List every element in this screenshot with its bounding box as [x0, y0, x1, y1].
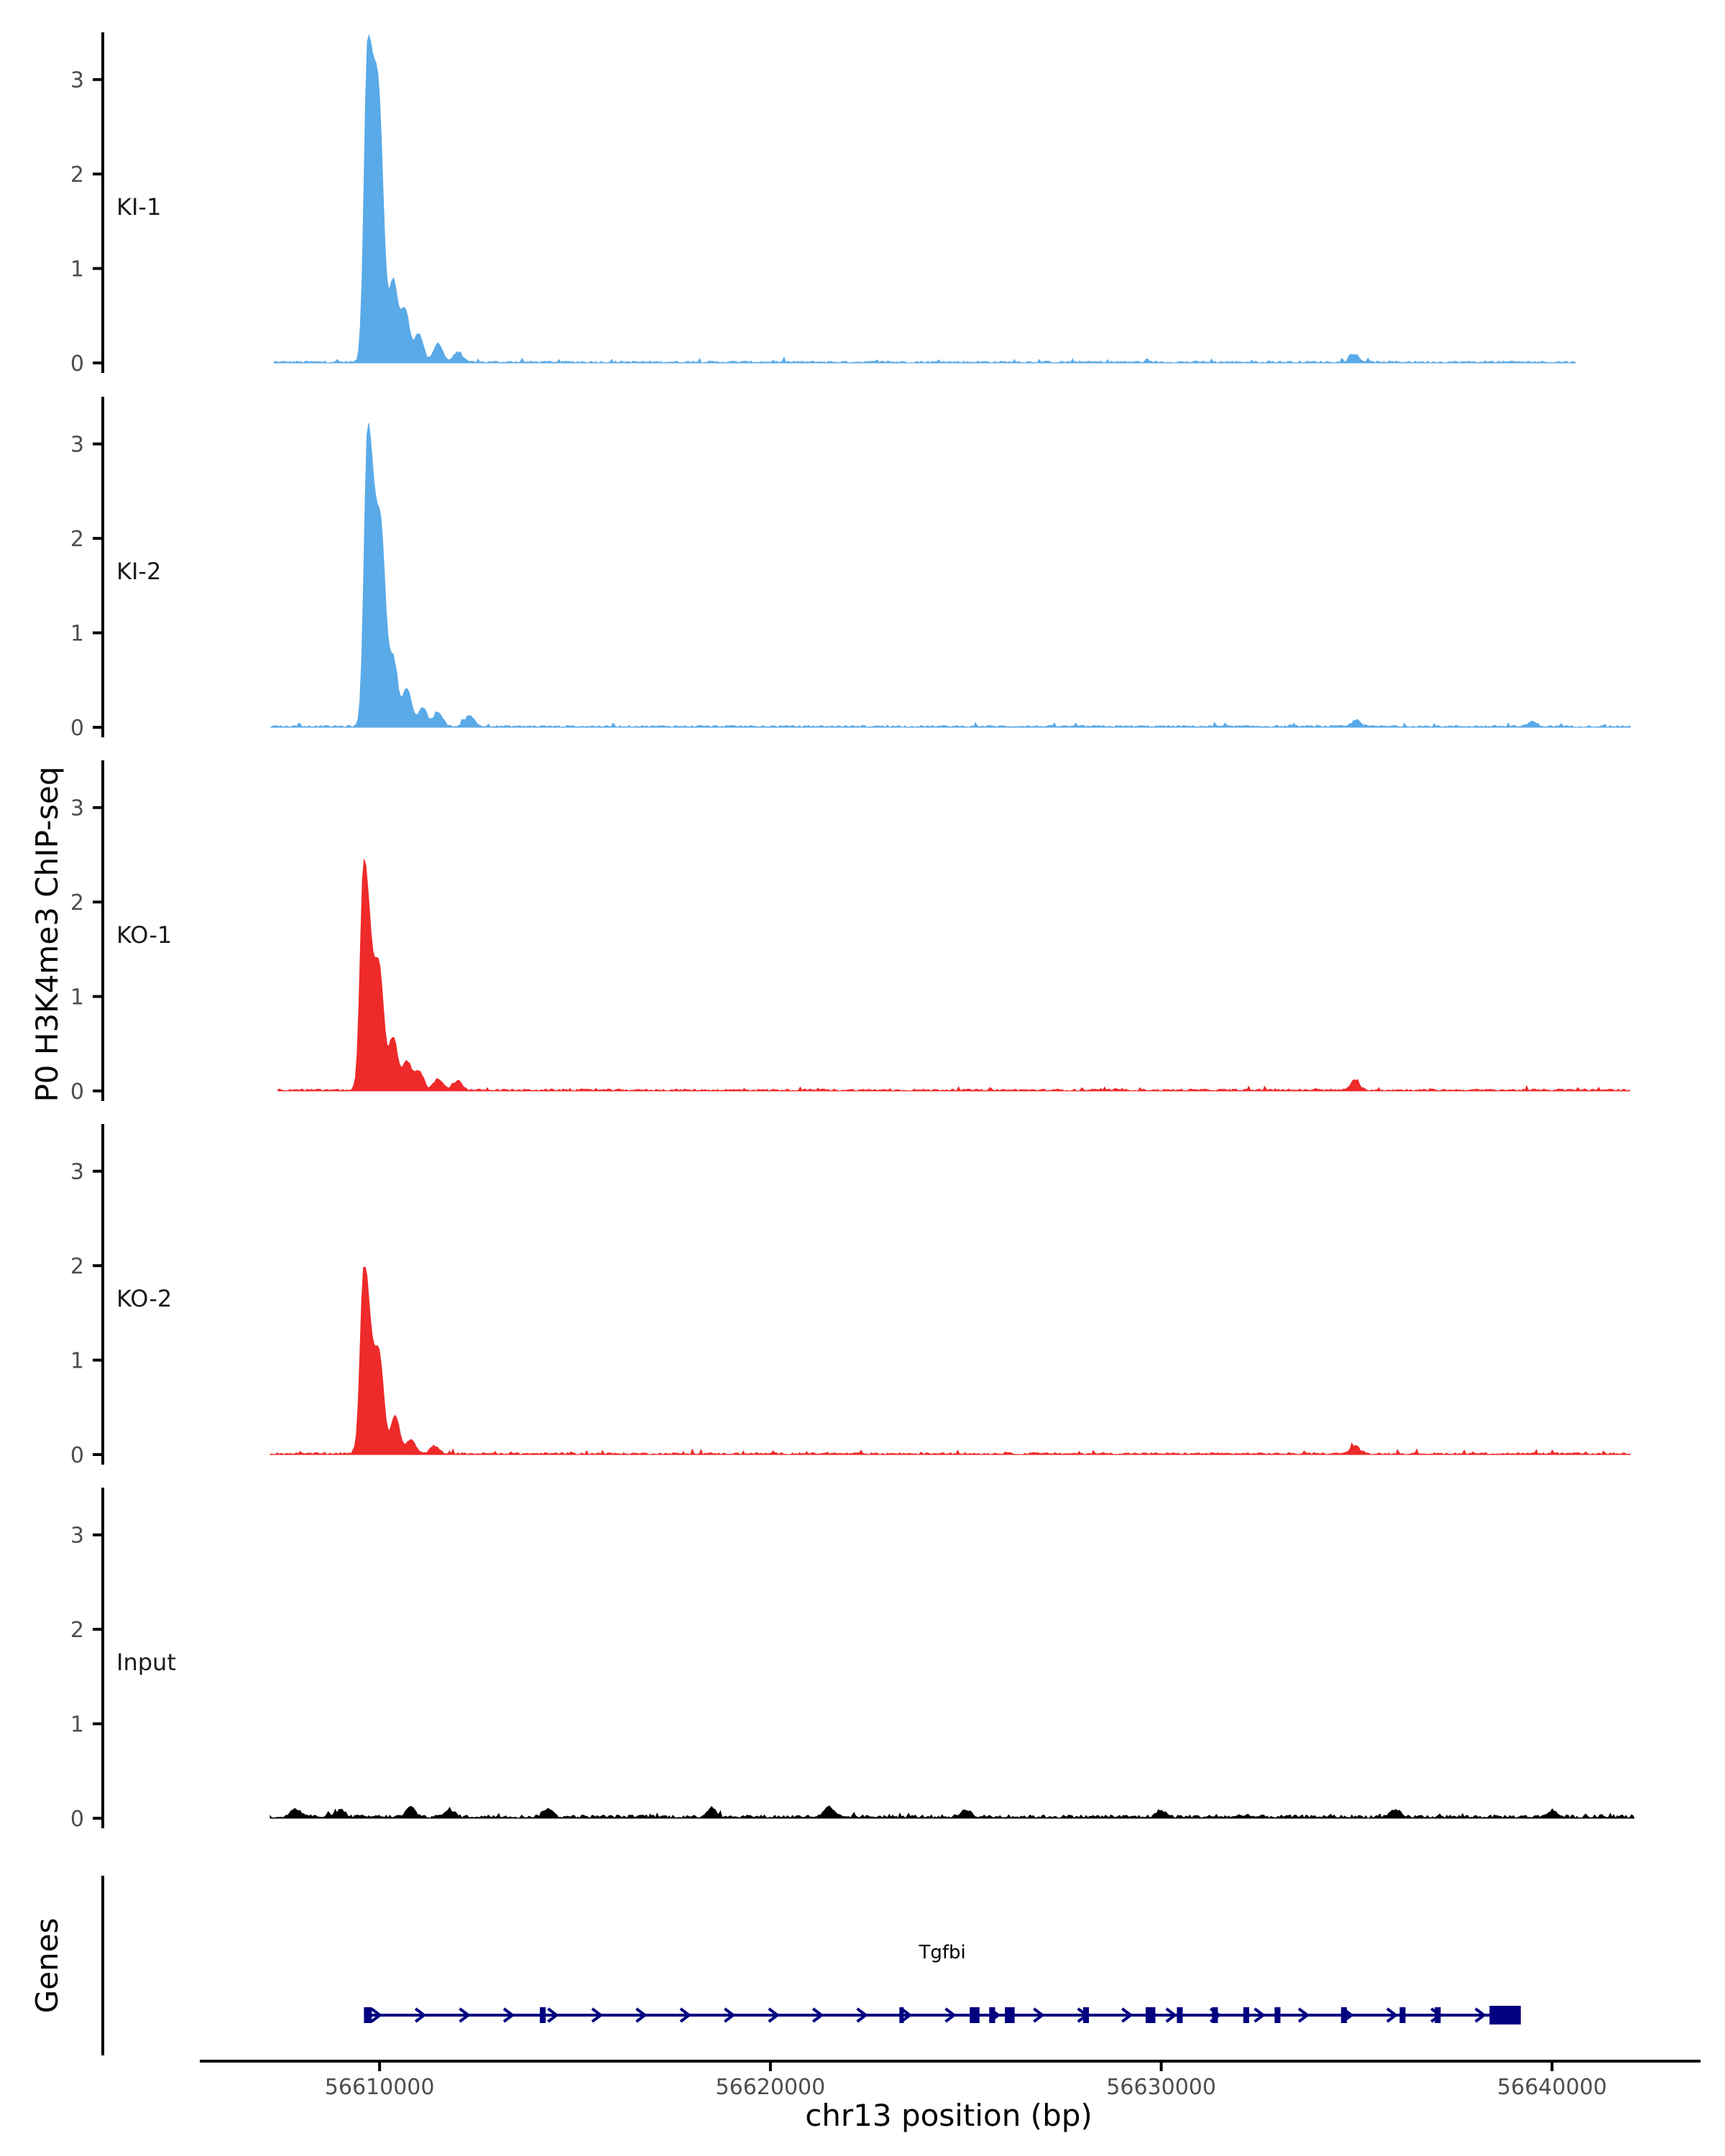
track-label: KO-1	[116, 921, 172, 949]
track-label: KI-2	[116, 558, 161, 585]
gene-exon	[1340, 2007, 1347, 2023]
strand-arrow	[1297, 2007, 1310, 2023]
y-tick-label: 3	[70, 68, 84, 93]
strand-arrow	[502, 2007, 515, 2023]
y-tick-label: 1	[70, 1713, 84, 1738]
gene-exon	[989, 2007, 995, 2023]
y-tick-label: 0	[70, 1079, 84, 1105]
y-tick-label: 0	[70, 351, 84, 377]
signal-area	[270, 423, 1631, 728]
x-tick-label: 56640000	[1497, 2075, 1607, 2100]
x-axis-title: chr13 position (bp)	[805, 2098, 1092, 2133]
signal-tracks: 0 1 2 3 KI-1 0 1 2 3 KI-2 0 1 2 3 KO-1 0 1 2 3 KO-2 0 1 2 3 Inpu…	[70, 32, 1635, 1832]
track-input: 0 1 2 3 Input	[70, 1488, 1635, 1832]
strand-arrow	[1121, 2007, 1133, 2023]
y-tick-label: 2	[70, 1254, 84, 1279]
strand-arrow	[459, 2007, 471, 2023]
x-tick-label: 56630000	[1106, 2075, 1216, 2100]
track-ko-1: 0 1 2 3 KO-1	[70, 760, 1631, 1105]
signal-area	[270, 1805, 1635, 1819]
track-label: KI-1	[116, 193, 161, 221]
strand-arrow	[900, 2007, 913, 2023]
y-tick-label: 1	[70, 622, 84, 647]
y-tick-label: 1	[70, 1349, 84, 1374]
strand-arrow	[635, 2007, 648, 2023]
gene-exon	[1177, 2007, 1183, 2023]
gene-exon	[1399, 2007, 1406, 2023]
signal-area	[270, 1266, 1632, 1455]
x-axis: 56610000 56620000 56630000 56640000	[200, 2060, 1701, 2100]
strand-arrow	[1386, 2007, 1399, 2023]
strand-arrow	[1165, 2007, 1178, 2023]
gene-exon	[1489, 2006, 1521, 2024]
gene-exon	[540, 2007, 546, 2023]
gene-exon	[1145, 2007, 1156, 2023]
strand-arrow	[370, 2007, 383, 2023]
gene-exon	[1212, 2007, 1218, 2023]
gene-exon	[364, 2007, 372, 2023]
gene-exon	[1243, 2007, 1249, 2023]
gene-exon	[970, 2007, 980, 2023]
signal-area	[273, 34, 1576, 364]
strand-arrow	[1474, 2007, 1487, 2023]
signal-area	[277, 859, 1631, 1092]
track-label: KO-2	[116, 1285, 172, 1312]
strand-arrow	[944, 2007, 957, 2023]
gene-exon	[1082, 2007, 1090, 2023]
x-tick-label: 56620000	[716, 2075, 826, 2100]
strand-arrow	[591, 2007, 604, 2023]
y-tick-label: 1	[70, 985, 84, 1010]
y-tick-label: 3	[70, 796, 84, 821]
y-tick-label: 3	[70, 1524, 84, 1549]
x-tick-label: 56610000	[325, 2075, 435, 2100]
strand-arrow	[811, 2007, 824, 2023]
strand-arrow	[679, 2007, 692, 2023]
strand-arrow	[856, 2007, 868, 2023]
track-label: Input	[116, 1649, 176, 1676]
strand-arrow	[414, 2007, 427, 2023]
track-ki-1: 0 1 2 3 KI-1	[70, 32, 1576, 377]
y-tick-label: 0	[70, 1807, 84, 1832]
y-tick-label: 2	[70, 162, 84, 188]
strand-arrow	[1033, 2007, 1045, 2023]
genes-axis-title: Genes	[29, 1918, 65, 2014]
gene-exon	[1435, 2007, 1441, 2023]
y-tick-label: 1	[70, 257, 84, 282]
strand-arrow	[1254, 2007, 1266, 2023]
y-tick-label: 3	[70, 433, 84, 458]
genes-panel: Tgfbi	[101, 1876, 1521, 2055]
y-tick-label: 3	[70, 1160, 84, 1185]
strand-arrow	[547, 2007, 559, 2023]
gene-exon	[899, 2007, 904, 2023]
gene-exon	[1274, 2007, 1281, 2023]
y-tick-label: 0	[70, 1443, 84, 1468]
y-tick-label: 2	[70, 1618, 84, 1643]
strand-arrow	[768, 2007, 781, 2023]
gene-exon	[1005, 2007, 1015, 2023]
strand-arrow	[724, 2007, 736, 2023]
y-axis-title: P0 H3K4me3 ChIP-seq	[29, 766, 65, 1102]
gene-name-label: Tgfbi	[918, 1942, 965, 1963]
track-ki-2: 0 1 2 3 KI-2	[70, 397, 1631, 741]
y-tick-label: 2	[70, 890, 84, 916]
y-tick-label: 0	[70, 716, 84, 741]
y-tick-label: 2	[70, 527, 84, 552]
track-ko-2: 0 1 2 3 KO-2	[70, 1124, 1632, 1468]
